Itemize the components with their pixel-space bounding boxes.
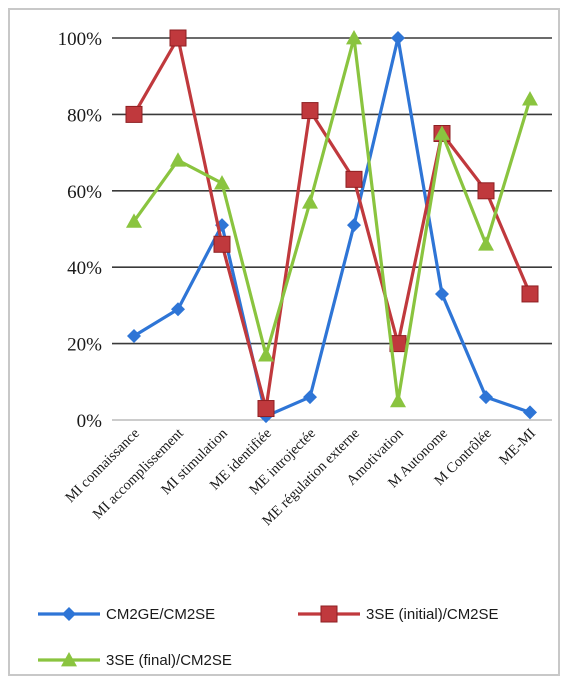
data-point [125,105,143,123]
data-point [478,236,494,251]
y-tick-label: 100% [58,29,103,50]
legend-entry: 3SE (final)/CM2SE [38,652,232,669]
series-2 [125,29,539,418]
legend-label: CM2GE/CM2SE [106,606,215,623]
data-point [214,175,230,190]
data-point [258,347,274,362]
y-tick-label: 80% [67,105,102,126]
series-3 [126,30,538,408]
data-point [521,285,539,303]
data-point [479,390,493,405]
y-tick-label: 40% [67,258,102,279]
data-point [522,91,538,106]
data-point [390,392,406,408]
series-line [132,36,532,411]
data-point [303,390,317,405]
series-line [133,36,531,418]
chart-frame [8,8,560,676]
legend-swatch-marker [61,652,77,667]
x-category-label: ME-MI [496,425,539,468]
legend: CM2GE/CM2SE 3SE (initial)/CM2SE 3SE (final… [38,605,499,669]
legend-label: 3SE (final)/CM2SE [106,652,232,669]
data-point [127,328,141,343]
data-point [126,213,142,228]
data-point [302,194,318,209]
legend-label: 3SE (initial)/CM2SE [366,606,499,623]
data-point [171,302,185,317]
data-point [301,102,319,120]
legend-swatch-marker [62,607,76,621]
data-point [257,400,275,418]
y-tick-label: 60% [67,182,102,203]
data-point [169,29,187,47]
legend-entry: 3SE (initial)/CM2SE [298,605,499,623]
x-category-label: MI connaissance [62,426,142,506]
y-tick-label: 20% [67,335,102,356]
data-point [170,152,186,167]
series-lines [125,29,539,424]
data-point [477,182,495,200]
data-point [523,405,537,420]
data-point [213,235,231,253]
data-point [435,286,449,301]
y-axis-tick-labels: 0% 20% 40% 60% 80% 100% [58,29,103,432]
legend-entry: CM2GE/CM2SE [38,606,215,623]
data-point [434,125,450,140]
y-tick-label: 0% [77,411,103,432]
legend-swatch-marker [320,605,338,623]
series-line [132,36,532,403]
gridlines [112,37,552,421]
data-point [347,218,361,233]
data-point [345,170,363,188]
data-point [346,30,362,45]
data-point [391,31,405,45]
